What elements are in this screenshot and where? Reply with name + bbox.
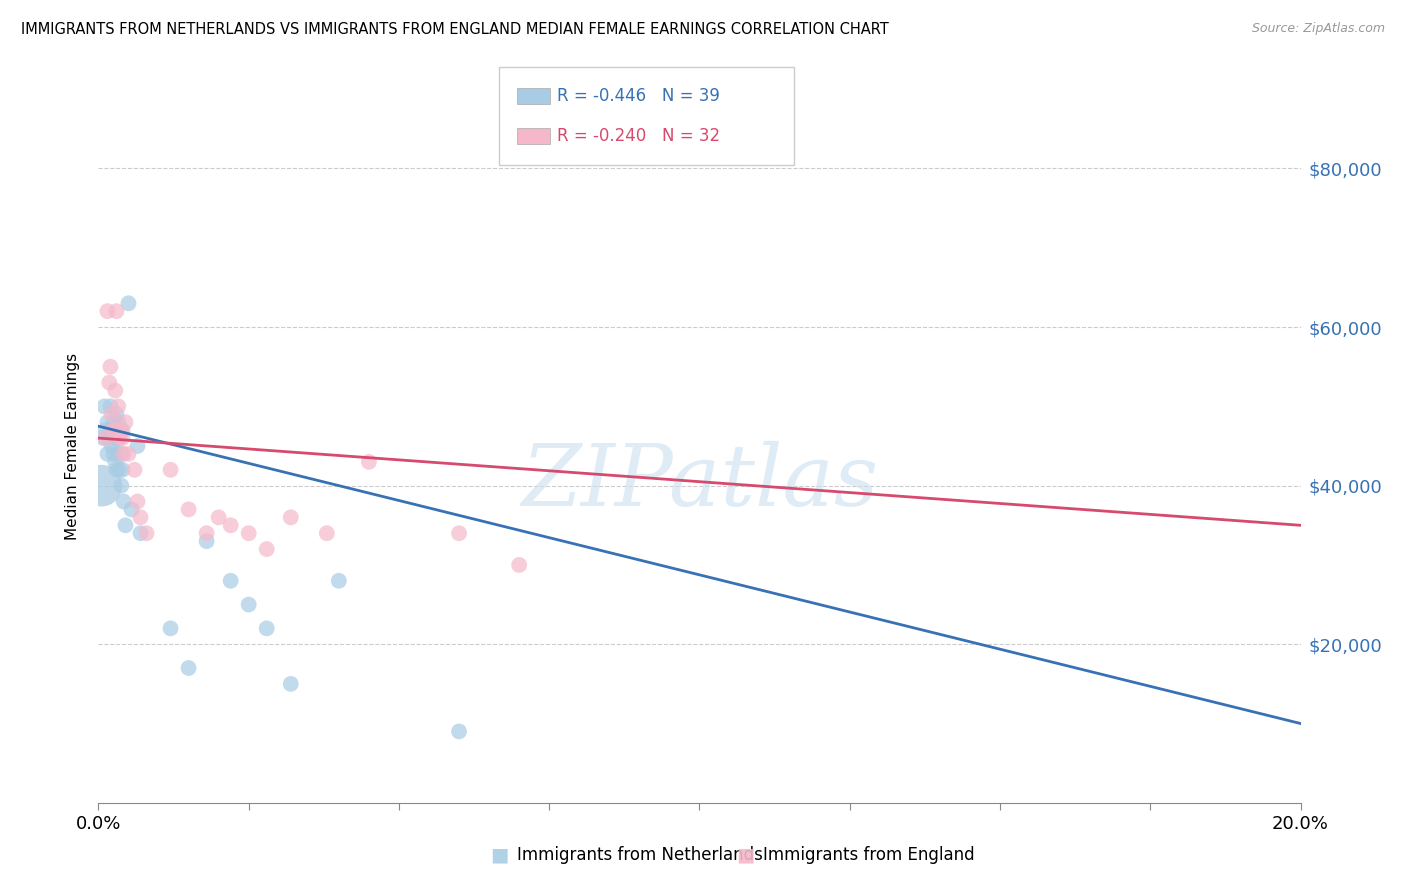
Point: [159, 463, 181, 477]
Point: [256, 621, 278, 635]
Text: Immigrants from England: Immigrants from England: [763, 846, 976, 863]
Text: ZIPatlas: ZIPatlas: [520, 441, 879, 523]
Text: ■: ■: [489, 845, 509, 864]
Point: [104, 455, 127, 469]
Point: [104, 431, 127, 445]
Point: [94, 431, 117, 445]
Point: [238, 598, 260, 612]
Point: [315, 526, 337, 541]
Point: [357, 455, 380, 469]
Point: [447, 526, 470, 541]
Point: [114, 415, 136, 429]
Point: [114, 518, 136, 533]
Point: [107, 415, 129, 429]
Point: [208, 510, 231, 524]
Point: [100, 439, 122, 453]
Point: [177, 502, 200, 516]
Point: [127, 494, 149, 508]
Point: [105, 304, 128, 318]
Point: [103, 423, 125, 437]
Point: [105, 407, 128, 421]
Point: [110, 423, 132, 437]
Text: R = -0.240   N = 32: R = -0.240 N = 32: [557, 127, 720, 145]
Point: [96, 304, 118, 318]
Point: [98, 431, 121, 445]
Point: [100, 400, 122, 414]
Point: [107, 447, 129, 461]
Point: [91, 431, 114, 445]
Point: [129, 526, 152, 541]
Point: [108, 431, 131, 445]
Point: [100, 407, 122, 421]
Point: [135, 526, 157, 541]
Point: [111, 463, 134, 477]
Point: [256, 542, 278, 557]
Point: [104, 384, 127, 398]
Point: [100, 359, 122, 374]
Text: Source: ZipAtlas.com: Source: ZipAtlas.com: [1251, 22, 1385, 36]
Point: [328, 574, 350, 588]
Point: [98, 376, 121, 390]
Point: [111, 431, 134, 445]
Point: [117, 447, 139, 461]
Point: [195, 526, 218, 541]
Point: [105, 463, 128, 477]
Text: R = -0.446   N = 39: R = -0.446 N = 39: [557, 87, 720, 105]
Point: [112, 494, 135, 508]
Y-axis label: Median Female Earnings: Median Female Earnings: [65, 352, 80, 540]
Point: [107, 400, 129, 414]
Point: [124, 463, 146, 477]
Point: [94, 423, 117, 437]
Text: ■: ■: [735, 845, 755, 864]
Point: [121, 502, 143, 516]
Point: [93, 400, 115, 414]
Point: [105, 423, 128, 437]
Point: [108, 431, 131, 445]
Point: [447, 724, 470, 739]
Point: [110, 447, 132, 461]
Point: [103, 415, 125, 429]
Point: [508, 558, 530, 572]
Point: [100, 423, 122, 437]
Point: [112, 447, 135, 461]
Text: Immigrants from Netherlands: Immigrants from Netherlands: [517, 846, 763, 863]
Point: [159, 621, 181, 635]
Point: [105, 431, 128, 445]
Point: [280, 510, 302, 524]
Point: [96, 415, 118, 429]
Point: [110, 478, 132, 492]
Point: [219, 574, 242, 588]
Point: [280, 677, 302, 691]
Point: [219, 518, 242, 533]
Point: [238, 526, 260, 541]
Point: [103, 447, 125, 461]
Point: [111, 423, 134, 437]
Point: [108, 463, 131, 477]
Point: [127, 439, 149, 453]
Point: [96, 447, 118, 461]
Point: [177, 661, 200, 675]
Point: [90, 478, 112, 492]
Point: [195, 534, 218, 549]
Text: IMMIGRANTS FROM NETHERLANDS VS IMMIGRANTS FROM ENGLAND MEDIAN FEMALE EARNINGS CO: IMMIGRANTS FROM NETHERLANDS VS IMMIGRANT…: [21, 22, 889, 37]
Point: [117, 296, 139, 310]
Point: [129, 510, 152, 524]
